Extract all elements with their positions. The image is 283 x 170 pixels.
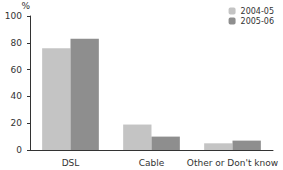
svg-text:40: 40	[11, 91, 23, 101]
svg-text:20: 20	[11, 118, 23, 128]
svg-text:DSL: DSL	[62, 158, 80, 168]
svg-text:2004-05: 2004-05	[241, 7, 274, 16]
svg-text:Cable: Cable	[139, 158, 165, 168]
svg-text:%: %	[21, 1, 30, 11]
svg-text:0: 0	[16, 145, 22, 155]
svg-text:100: 100	[5, 11, 22, 21]
svg-text:Other or Don't know: Other or Don't know	[187, 158, 278, 168]
svg-text:60: 60	[11, 65, 23, 75]
svg-text:80: 80	[11, 38, 23, 48]
svg-text:2005-06: 2005-06	[241, 17, 274, 26]
